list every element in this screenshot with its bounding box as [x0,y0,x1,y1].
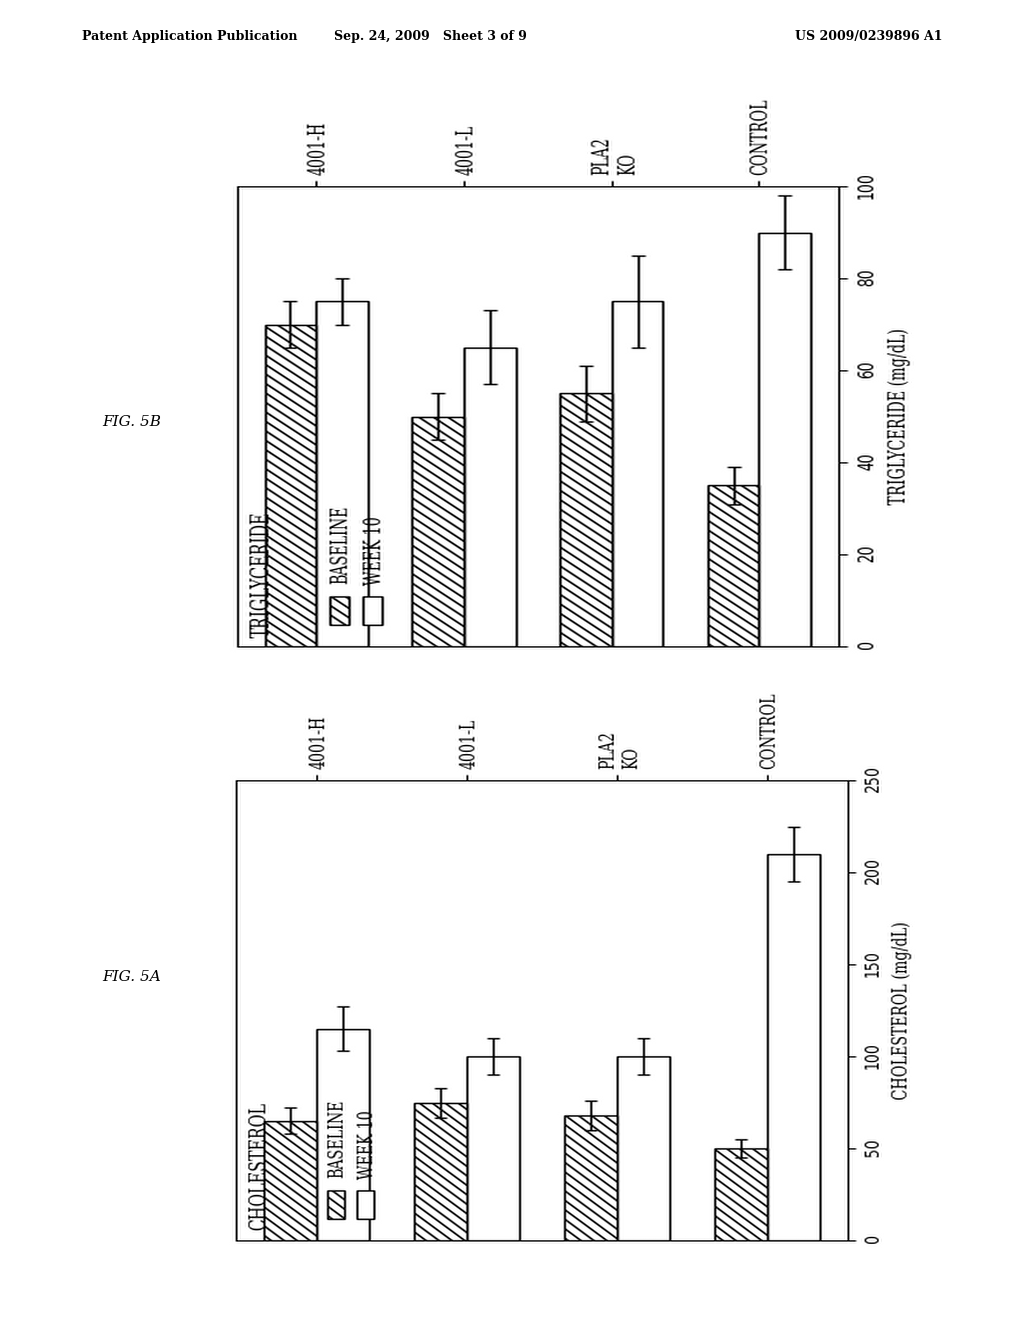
Text: FIG. 5A: FIG. 5A [102,970,161,983]
Text: Sep. 24, 2009   Sheet 3 of 9: Sep. 24, 2009 Sheet 3 of 9 [334,30,526,44]
Text: FIG. 5B: FIG. 5B [102,416,162,429]
Text: US 2009/0239896 A1: US 2009/0239896 A1 [795,30,942,44]
Text: Patent Application Publication: Patent Application Publication [82,30,297,44]
